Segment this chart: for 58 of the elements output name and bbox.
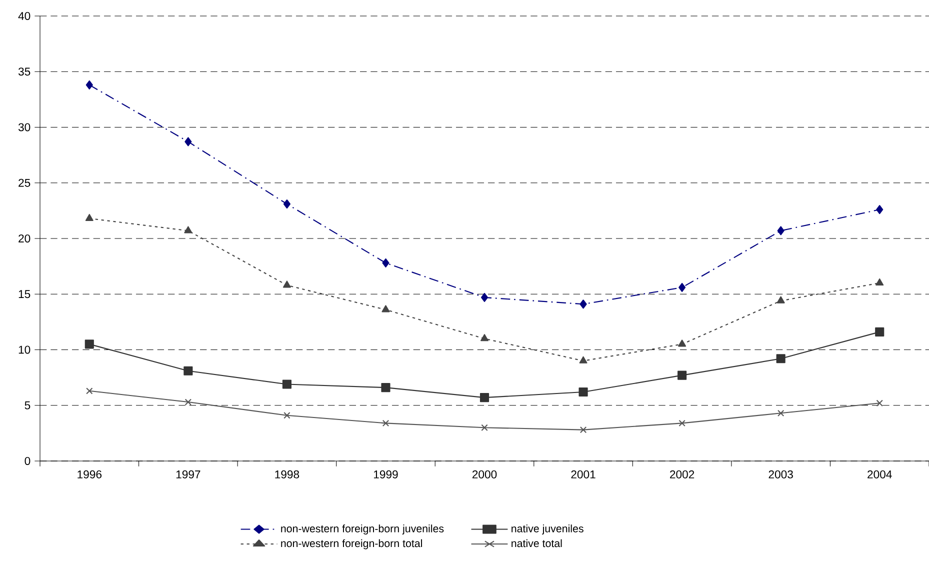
point — [282, 280, 291, 288]
point — [580, 300, 587, 309]
y-tick-label: 5 — [24, 401, 30, 410]
x-tick-label: 2000 — [472, 470, 497, 478]
y-tick-label: 25 — [18, 178, 30, 187]
point — [876, 205, 884, 214]
point — [382, 258, 390, 268]
point — [481, 424, 488, 431]
point — [678, 370, 687, 380]
point — [580, 426, 587, 434]
x-tick-label: 1996 — [78, 470, 102, 478]
x-tick-label: 1997 — [176, 470, 200, 478]
point — [184, 398, 192, 406]
point — [381, 383, 390, 392]
point — [776, 354, 786, 364]
legend-label: native juveniles — [512, 524, 584, 534]
point — [876, 400, 883, 406]
y-tick-label: 35 — [18, 68, 30, 76]
x-tick-label: 1999 — [374, 470, 398, 478]
point — [282, 380, 292, 389]
legend-label: native total — [512, 539, 562, 548]
legend-label: non-western foreign-born total — [281, 539, 422, 550]
point — [678, 282, 686, 292]
y-tick-label: 15 — [18, 290, 30, 298]
point — [184, 366, 193, 376]
point — [382, 305, 390, 312]
point — [875, 327, 884, 336]
point — [85, 214, 94, 222]
y-tick-label: 20 — [18, 234, 30, 242]
point — [876, 278, 884, 286]
point — [678, 340, 686, 347]
x-tick-label: 2001 — [571, 470, 596, 478]
x-tick-label: 2003 — [768, 470, 793, 478]
point — [86, 80, 93, 90]
point — [579, 356, 588, 364]
x-tick-label: 2004 — [868, 470, 892, 478]
point — [86, 388, 93, 394]
y-tick-label: 10 — [18, 346, 30, 354]
y-tick-label: 40 — [18, 12, 30, 20]
point — [776, 296, 785, 304]
point — [578, 387, 588, 397]
point — [777, 410, 784, 417]
point — [480, 393, 490, 402]
point — [480, 292, 488, 302]
point — [777, 226, 784, 236]
y-tick-label: 30 — [18, 123, 30, 132]
legend-label: non-western foreign-born juveniles — [281, 524, 444, 534]
point — [480, 334, 488, 342]
point — [184, 137, 192, 146]
y-tick-label: 0 — [24, 456, 30, 465]
point — [184, 226, 192, 234]
x-tick-label: 1998 — [275, 470, 300, 478]
point — [84, 340, 94, 349]
point — [283, 199, 290, 209]
point — [284, 412, 290, 419]
point — [382, 420, 390, 427]
point — [678, 420, 686, 427]
x-tick-label: 2002 — [670, 470, 694, 478]
